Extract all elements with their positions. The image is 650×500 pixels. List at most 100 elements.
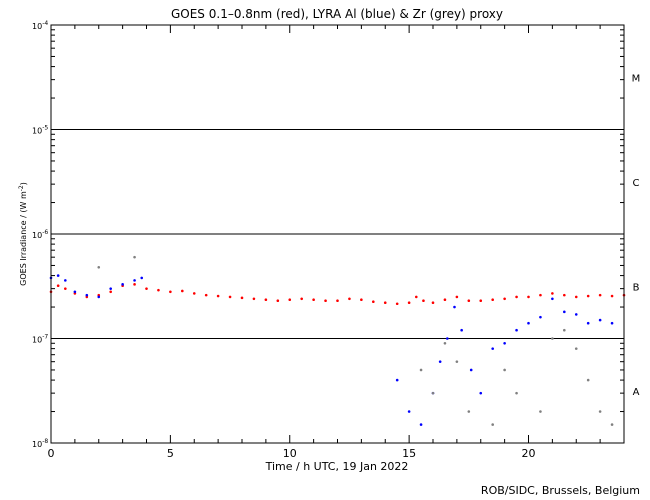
x-tick-label: 5 [167,447,174,460]
data-point [169,290,172,294]
data-point [240,296,244,300]
data-point [438,360,442,363]
data-point [574,347,578,350]
x-tick-label: 0 [48,447,55,460]
data-point [228,295,232,299]
data-point [395,302,399,306]
data-point [300,297,303,301]
data-point [610,423,614,426]
y-axis-label-exponent: -2 [18,185,25,191]
data-point [133,279,136,282]
data-point [383,301,387,305]
data-point [551,297,554,301]
series-0 [49,283,626,306]
flare-class-lines [51,129,624,339]
data-point [372,300,375,303]
data-point [455,360,459,363]
data-point [348,297,351,301]
data-point [586,378,590,382]
data-point [145,287,148,290]
data-point [515,328,518,332]
data-point [539,293,542,297]
y-axis-label-tail: ) [19,182,28,185]
x-tick-label: 20 [522,447,536,460]
data-point [97,293,101,297]
data-point [479,391,483,395]
x-tick-label: 15 [402,447,416,460]
y-tick-label: 10-5 [32,125,48,136]
data-point [140,276,144,280]
data-point [157,288,160,292]
data-point [407,410,411,413]
data-point [64,279,67,282]
data-point [419,368,423,372]
data-point [491,347,494,350]
data-point [85,293,89,297]
data-point [133,283,136,286]
data-point [276,299,280,302]
data-point [288,298,292,302]
data-point [610,321,614,325]
data-point [252,297,256,301]
data-point [73,290,77,294]
data-point [455,295,459,299]
flare-class-label-a: A [633,387,640,398]
data-point [503,368,506,372]
data-point [204,293,208,297]
data-point [431,391,435,395]
flare-class-labels: M C B A [632,73,641,398]
chart-title: GOES 0.1–0.8nm (red), LYRA Al (blue) & Z… [171,7,503,21]
data-point [422,299,425,302]
y-tick-label: 10-8 [32,438,48,449]
y-tick-label: 10-7 [32,334,48,345]
data-point [503,341,506,345]
data-point [469,368,473,372]
data-point [97,295,101,299]
credit-footer: ROB/SIDC, Brussels, Belgium [481,484,640,497]
data-point [491,298,494,302]
data-point [56,284,60,288]
data-point [431,301,435,305]
data-point [109,287,112,290]
data-point [407,301,411,305]
data-point [574,313,578,316]
data-point [551,292,554,295]
series-1 [49,274,614,426]
data-point [414,295,418,299]
flare-class-label-b: B [633,282,640,293]
x-tick-label: 10 [283,447,297,460]
data-point [515,391,518,395]
data-point [598,293,602,297]
data-point [467,299,471,302]
data-point [574,295,578,299]
flare-class-label-c: C [633,178,640,189]
data-point [133,255,136,259]
data-point [598,410,602,413]
y-tick-label: 10-4 [32,20,48,31]
data-series [49,255,626,426]
data-point [336,299,339,302]
data-point [312,298,315,302]
data-point [586,321,590,325]
y-tick-label: 10-6 [32,229,48,240]
data-point [598,318,602,322]
data-point [443,298,447,302]
data-point [446,337,449,340]
y-axis-label: GOES Irradiance / (W m-2) [18,182,28,286]
x-axis-label: Time / h UTC, 19 Jan 2022 [265,460,409,473]
data-point [610,294,614,298]
data-point [97,266,101,269]
data-point [192,292,196,295]
data-point [64,287,67,290]
data-point [360,298,363,302]
data-point [216,294,220,298]
flare-class-label-m: M [632,73,641,84]
data-point [443,341,447,345]
y-axis-label-main: GOES Irradiance / (W m [19,191,28,286]
data-point [395,378,399,382]
y-axis: 10-4 10-5 10-6 10-7 10-8 [32,20,624,449]
data-point [503,297,506,301]
data-point [527,295,530,299]
data-point [264,298,268,302]
